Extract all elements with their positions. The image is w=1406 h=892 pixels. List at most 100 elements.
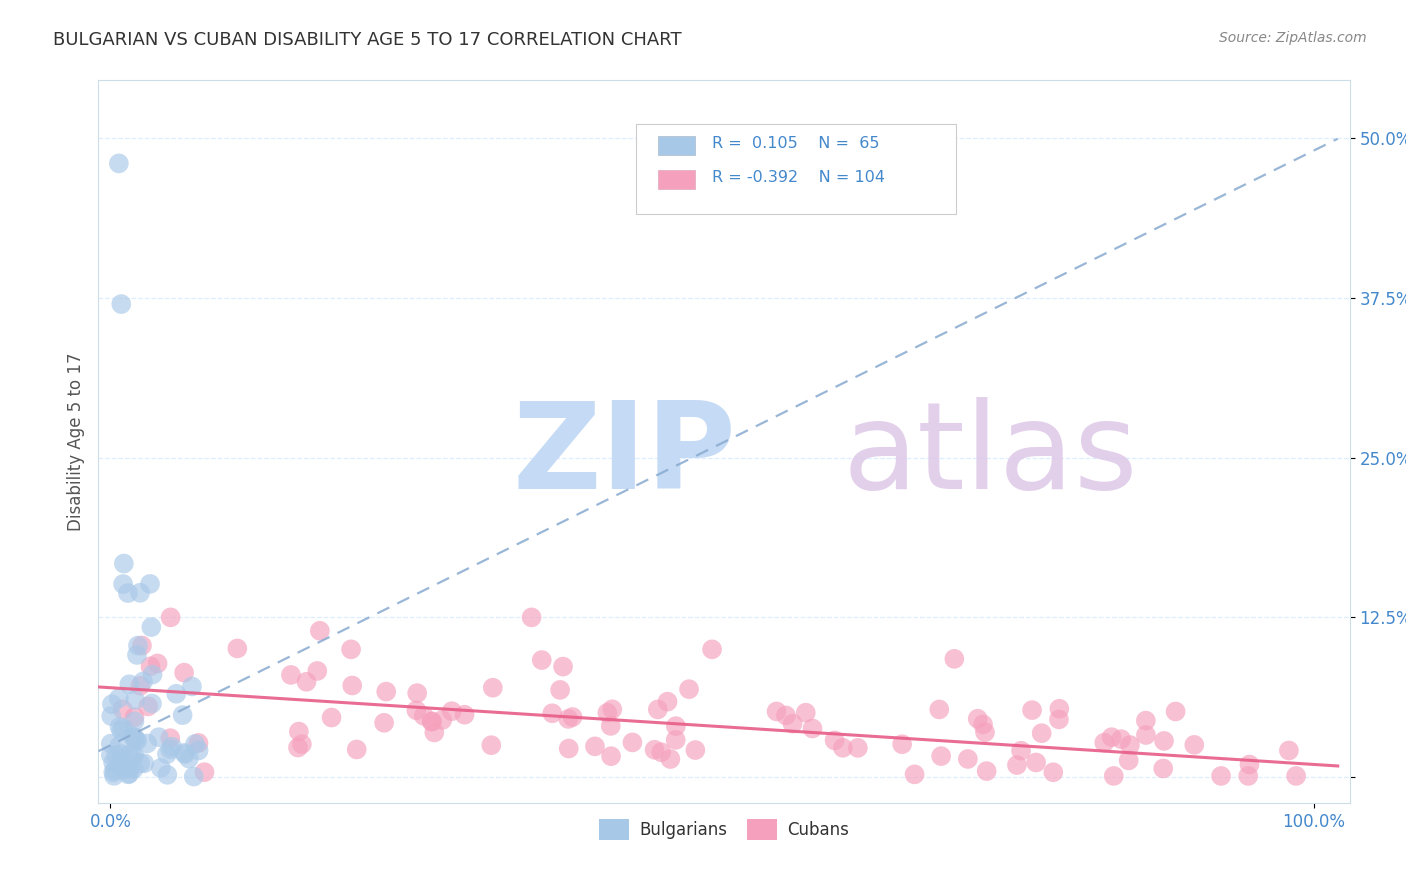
Text: atlas: atlas [844,398,1139,515]
Point [406,686,429,700]
Point [226,641,249,656]
Point [183,770,205,784]
Point [108,759,131,773]
Point [131,639,153,653]
Point [1152,762,1174,776]
Point [600,749,623,764]
Point [976,764,998,778]
Point [112,557,135,571]
Point [103,769,125,783]
Point [122,731,145,745]
Point [321,710,343,724]
Point [112,722,135,736]
Point [139,659,162,673]
Point [110,297,132,311]
Point [375,684,398,698]
Point [782,716,804,731]
Point [172,708,194,723]
Point [156,747,179,762]
Point [966,712,988,726]
Point [621,735,644,749]
Point [141,697,163,711]
Point [765,705,787,719]
Point [295,674,318,689]
Point [173,746,195,760]
Point [1042,765,1064,780]
Point [974,725,997,739]
Point [100,709,122,723]
Point [583,739,606,754]
Point [118,761,141,775]
Point [1239,757,1261,772]
Point [110,758,132,772]
Point [111,702,134,716]
Point [972,717,994,731]
Point [156,768,179,782]
Point [280,668,302,682]
Point [165,687,187,701]
Point [108,739,131,753]
Point [831,740,853,755]
Point [159,731,181,746]
Text: ZIP: ZIP [512,398,735,515]
Text: Source: ZipAtlas.com: Source: ZipAtlas.com [1219,31,1367,45]
Point [114,762,136,776]
Point [1285,769,1308,783]
Point [1209,769,1232,783]
Point [1102,769,1125,783]
Point [479,738,502,752]
Text: R = -0.392    N = 104: R = -0.392 N = 104 [711,170,884,186]
Point [650,745,672,759]
Point [127,733,149,747]
Legend: Bulgarians, Cubans: Bulgarians, Cubans [592,813,856,847]
Point [678,682,700,697]
Point [141,620,163,634]
Point [287,740,309,755]
Point [124,748,146,763]
Point [1119,738,1142,752]
Point [127,639,149,653]
Point [665,732,688,747]
Point [420,714,443,729]
Point [104,764,127,778]
Point [801,722,824,736]
Point [173,665,195,680]
Point [1101,730,1123,744]
Point [117,767,139,781]
Point [307,664,329,678]
Point [412,708,434,723]
Point [124,714,146,729]
Point [420,714,443,729]
Point [1237,769,1260,783]
Point [846,740,869,755]
Point [599,719,621,733]
Point [520,610,543,624]
Point [174,747,197,761]
Point [108,720,131,734]
Point [136,699,159,714]
Point [659,752,682,766]
Point [139,577,162,591]
Point [291,737,314,751]
Point [177,751,200,765]
Point [1164,705,1187,719]
Point [187,743,209,757]
Point [432,713,454,727]
Point [181,680,204,694]
Point [1021,703,1043,717]
Point [132,674,155,689]
Point [101,756,124,770]
Point [346,742,368,756]
Point [129,679,152,693]
Point [100,748,122,763]
Y-axis label: Disability Age 5 to 17: Disability Age 5 to 17 [66,352,84,531]
Point [891,737,914,751]
Point [141,667,163,681]
Point [134,756,156,771]
Point [1153,734,1175,748]
Point [551,659,574,673]
Point [1135,714,1157,728]
Point [101,697,124,711]
Point [596,706,619,720]
Point [148,730,170,744]
